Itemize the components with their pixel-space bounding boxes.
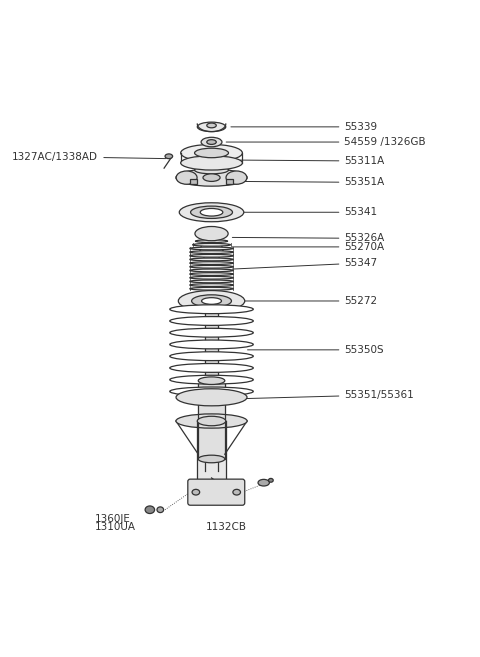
Ellipse shape — [226, 171, 247, 184]
Ellipse shape — [190, 269, 233, 272]
Text: 55351A: 55351A — [240, 177, 384, 187]
Text: 1327AC/1338AD: 1327AC/1338AD — [12, 152, 166, 162]
Ellipse shape — [157, 507, 164, 512]
Ellipse shape — [194, 148, 228, 158]
Text: 1360JE: 1360JE — [96, 514, 131, 524]
Ellipse shape — [190, 265, 233, 268]
Ellipse shape — [198, 377, 225, 384]
Ellipse shape — [192, 489, 200, 495]
Ellipse shape — [201, 137, 222, 147]
Ellipse shape — [197, 122, 226, 131]
Text: 55326A: 55326A — [232, 233, 384, 243]
Ellipse shape — [197, 417, 226, 426]
Ellipse shape — [190, 258, 233, 261]
Ellipse shape — [170, 351, 253, 361]
Ellipse shape — [145, 506, 155, 514]
Ellipse shape — [190, 254, 233, 257]
Ellipse shape — [190, 287, 233, 290]
Ellipse shape — [190, 247, 233, 250]
Text: 55272: 55272 — [240, 296, 377, 306]
Ellipse shape — [170, 363, 253, 373]
Ellipse shape — [170, 328, 253, 337]
Ellipse shape — [179, 203, 244, 222]
Ellipse shape — [233, 489, 240, 495]
Ellipse shape — [200, 208, 223, 216]
Ellipse shape — [192, 243, 230, 246]
Ellipse shape — [176, 389, 247, 406]
Ellipse shape — [190, 280, 233, 283]
Ellipse shape — [176, 171, 197, 184]
Ellipse shape — [202, 298, 221, 304]
Ellipse shape — [179, 290, 245, 311]
Text: 55270A: 55270A — [232, 242, 384, 252]
Text: 55350S: 55350S — [248, 345, 384, 355]
Ellipse shape — [190, 273, 233, 275]
Ellipse shape — [195, 227, 228, 240]
Ellipse shape — [207, 123, 216, 128]
Ellipse shape — [190, 261, 233, 265]
Ellipse shape — [170, 375, 253, 384]
Ellipse shape — [258, 480, 269, 486]
Text: 55341: 55341 — [240, 207, 377, 217]
Ellipse shape — [190, 251, 233, 254]
Text: 1310UA: 1310UA — [96, 522, 136, 532]
FancyBboxPatch shape — [226, 179, 233, 184]
Ellipse shape — [190, 277, 233, 279]
Text: 54559 /1326GB: 54559 /1326GB — [226, 137, 426, 147]
Ellipse shape — [170, 317, 253, 325]
Ellipse shape — [170, 387, 253, 396]
Ellipse shape — [207, 140, 216, 145]
FancyBboxPatch shape — [188, 479, 245, 505]
Ellipse shape — [180, 145, 242, 162]
Ellipse shape — [176, 414, 247, 428]
Ellipse shape — [198, 455, 225, 463]
Ellipse shape — [194, 166, 228, 174]
Ellipse shape — [170, 305, 253, 313]
FancyBboxPatch shape — [190, 179, 197, 184]
Ellipse shape — [190, 284, 233, 286]
Ellipse shape — [191, 206, 232, 218]
Ellipse shape — [192, 295, 231, 307]
Ellipse shape — [268, 478, 273, 482]
Text: 55311A: 55311A — [240, 156, 384, 166]
Text: 55339: 55339 — [231, 122, 377, 132]
Ellipse shape — [195, 240, 228, 242]
Ellipse shape — [165, 154, 173, 158]
Text: 1132CB: 1132CB — [206, 522, 247, 532]
Ellipse shape — [170, 340, 253, 349]
Ellipse shape — [203, 174, 220, 181]
Ellipse shape — [176, 169, 247, 186]
Text: 55347: 55347 — [232, 258, 377, 269]
Text: 55351/55361: 55351/55361 — [243, 390, 414, 400]
Ellipse shape — [180, 156, 242, 170]
